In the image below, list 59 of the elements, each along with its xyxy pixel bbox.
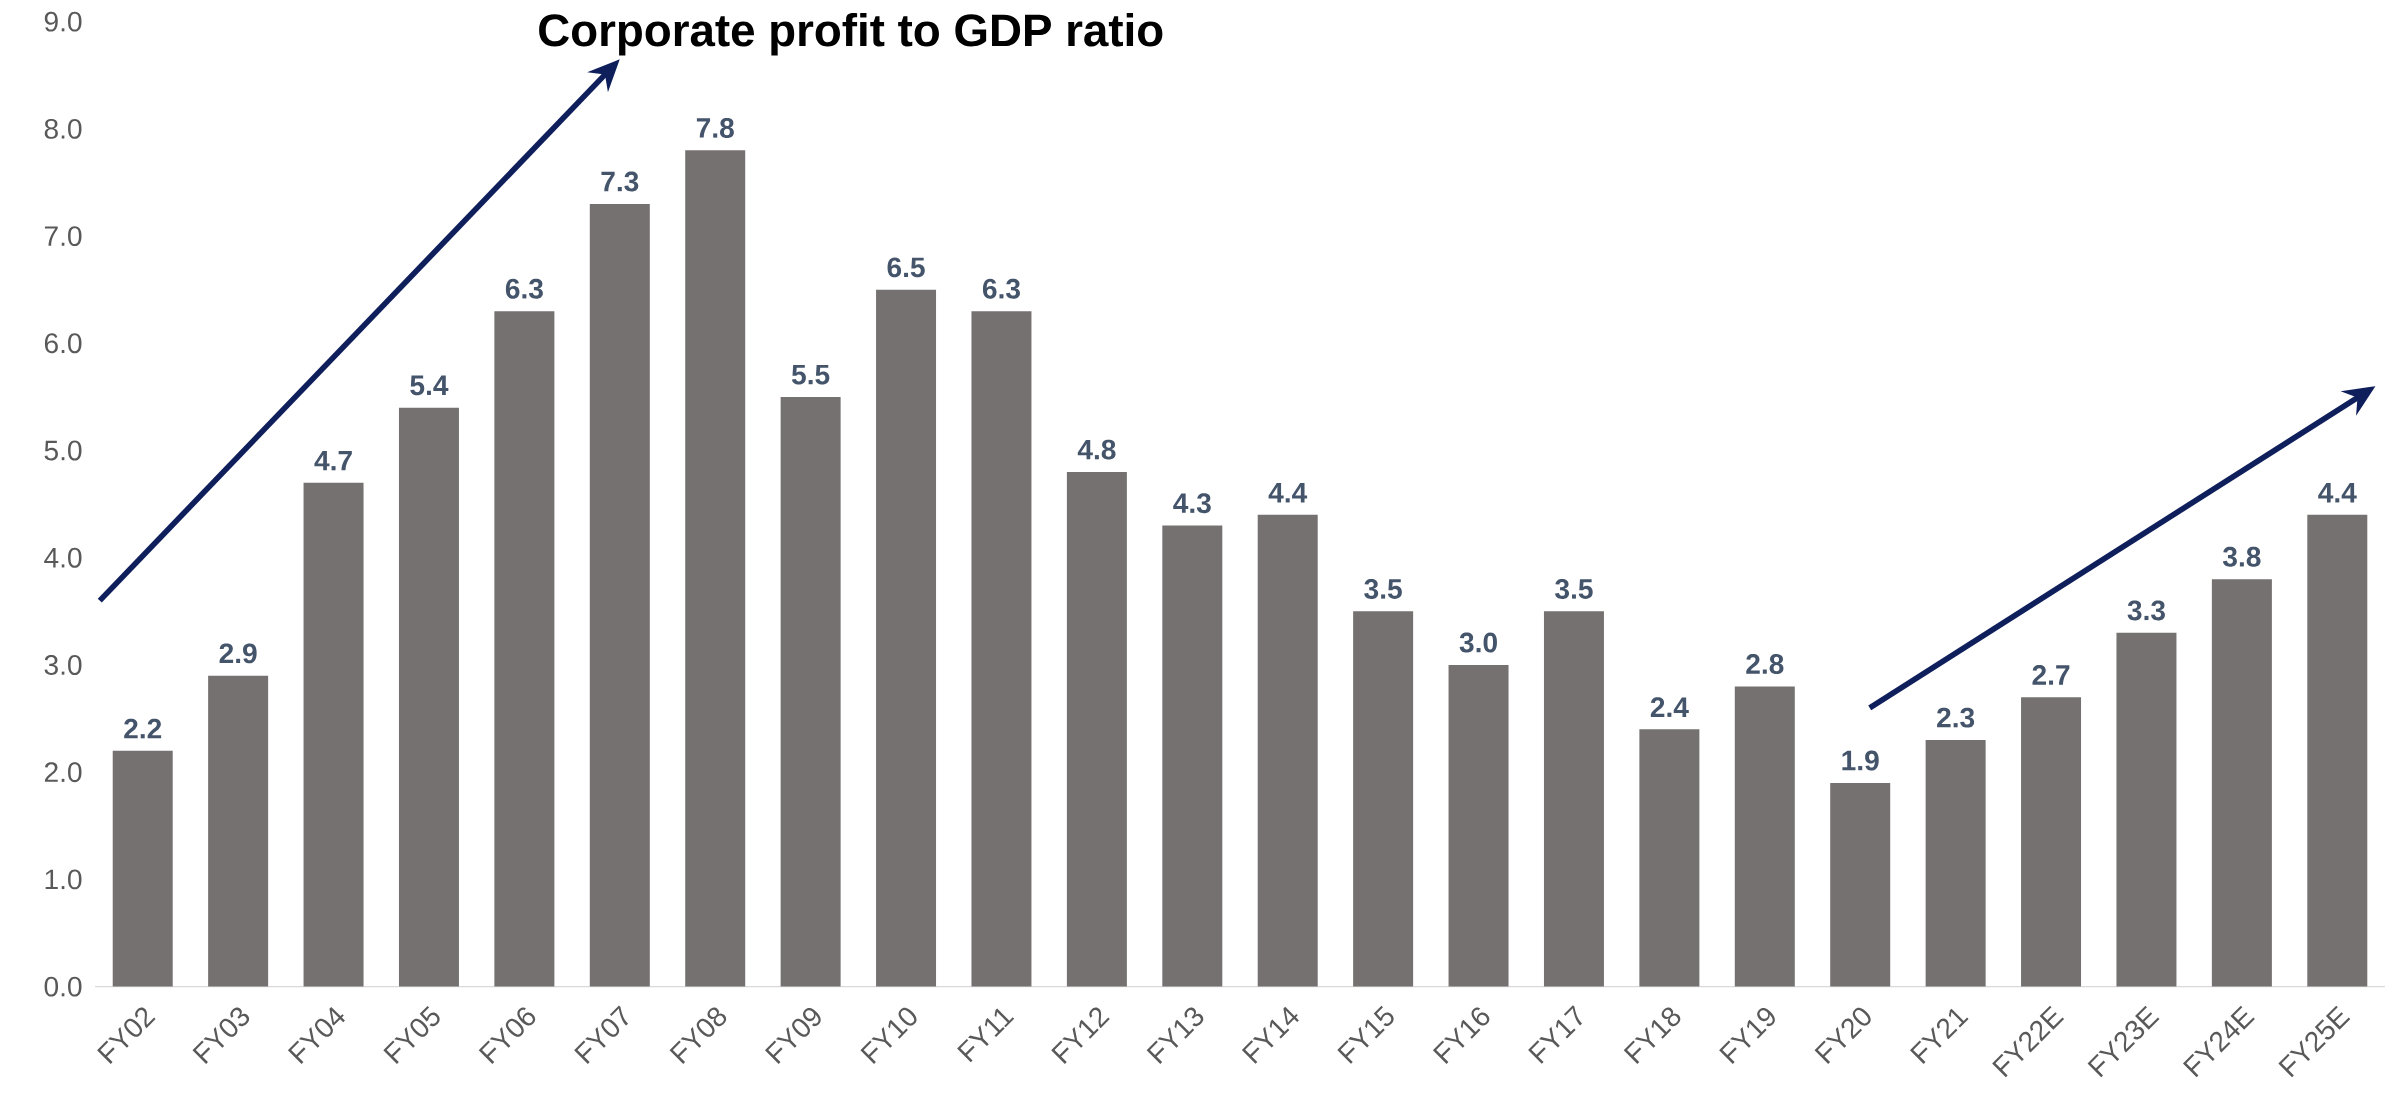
- bar: [589, 204, 650, 987]
- bar: [2021, 697, 2082, 987]
- bar: [685, 150, 746, 987]
- bar: [1257, 515, 1318, 987]
- y-tick-label: 5.0: [44, 440, 82, 461]
- bar: [971, 311, 1032, 987]
- data-label: 6.3: [982, 278, 1020, 299]
- y-tick-label: 1.0: [45, 869, 82, 890]
- bar: [1066, 472, 1127, 987]
- data-label: 4.4: [2318, 483, 2357, 503]
- data-label: 3.5: [1364, 579, 1402, 600]
- data-label: 2.3: [1937, 707, 1975, 728]
- bar: [2307, 515, 2368, 987]
- bar: [780, 397, 841, 987]
- bar: [1162, 525, 1223, 987]
- y-tick-label: 2.0: [44, 762, 82, 783]
- bar: [1353, 611, 1414, 987]
- bar: [1543, 611, 1604, 987]
- data-label: 4.3: [1173, 493, 1211, 514]
- bar: [1830, 783, 1891, 987]
- data-label: 1.9: [1842, 750, 1879, 771]
- y-tick-label: 7.0: [44, 226, 82, 247]
- data-label: 2.2: [124, 718, 162, 739]
- bar: [1448, 665, 1509, 987]
- bar: [876, 289, 937, 987]
- data-label: 6.5: [887, 257, 925, 278]
- data-label: 2.7: [2032, 665, 2070, 685]
- data-label: 5.5: [791, 365, 830, 385]
- y-tick-label: 3.0: [44, 655, 82, 676]
- bar: [2116, 632, 2177, 987]
- data-label: 4.4: [1268, 483, 1308, 503]
- bar: [208, 675, 269, 987]
- bar: [303, 482, 364, 987]
- data-label: 4.7: [314, 451, 352, 471]
- chart-title: Corporate profit to GDP ratio: [539, 13, 1163, 56]
- data-label: 2.4: [1650, 697, 1689, 718]
- y-tick-label: 4.0: [44, 547, 82, 568]
- data-label: 2.9: [219, 643, 257, 664]
- data-label: 3.0: [1459, 632, 1497, 653]
- y-tick-label: 6.0: [44, 333, 82, 354]
- data-label: 3.3: [2127, 600, 2165, 621]
- data-label: 4.8: [1077, 439, 1116, 460]
- data-label: 6.3: [505, 278, 543, 299]
- data-label: 3.8: [2223, 547, 2261, 567]
- y-tick-label: 0.0: [44, 976, 82, 997]
- bar: [1925, 740, 1986, 987]
- bar: [112, 750, 173, 987]
- bar: [2211, 579, 2272, 987]
- bar: [1734, 686, 1795, 987]
- y-tick-label: 8.0: [44, 119, 82, 140]
- bar: [1639, 729, 1700, 987]
- data-label: 3.5: [1555, 579, 1593, 600]
- bar: [494, 311, 555, 987]
- bar: [398, 407, 459, 987]
- data-label: 5.4: [410, 375, 449, 396]
- data-label: 2.8: [1746, 654, 1784, 675]
- data-label: 7.3: [601, 171, 639, 192]
- data-label: 7.8: [696, 118, 734, 139]
- y-tick-label: 9.0: [44, 11, 82, 32]
